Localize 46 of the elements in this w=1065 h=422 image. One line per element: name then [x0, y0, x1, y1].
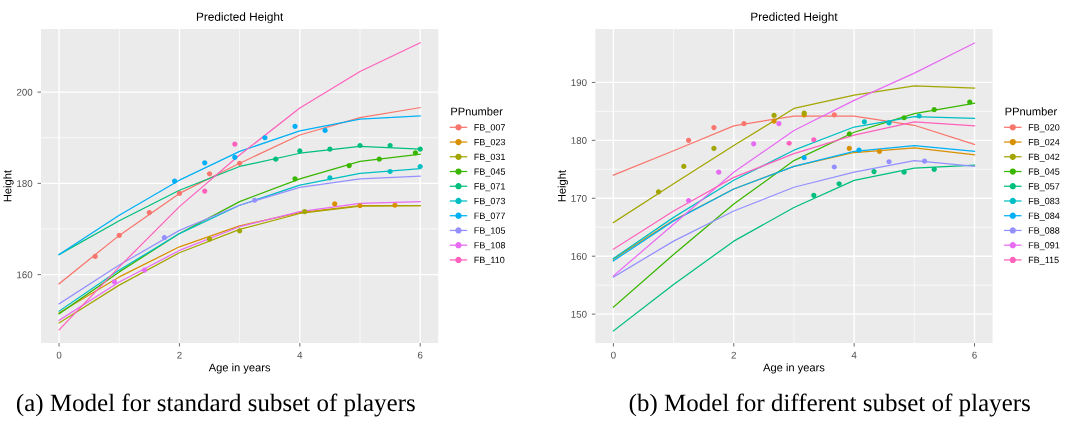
legend-label: FB_057 — [1028, 183, 1060, 192]
x-tick-label: 4 — [297, 351, 303, 359]
y-axis-title: Height — [3, 170, 14, 202]
legend-label: FB_115 — [1028, 256, 1059, 265]
text: (b) Model for different subset of players — [629, 393, 1030, 417]
legend-label: FB_110 — [474, 256, 505, 265]
chart-title: Predicted Height — [751, 12, 838, 24]
x-tick-label: 2 — [731, 351, 736, 359]
legend-title: PPnumber — [451, 107, 503, 116]
legend-label: FB_045 — [1028, 168, 1060, 177]
x-axis-title: Age in years — [763, 363, 825, 374]
y-tick-label: 150 — [571, 310, 587, 318]
y-tick-label: 180 — [17, 180, 33, 187]
y-tick-label: 200 — [16, 88, 33, 96]
legend-label: FB_073 — [474, 197, 506, 206]
legend-label: FB_023 — [474, 138, 506, 147]
legend-label: FB_105 — [474, 227, 506, 236]
y-tick-label: 190 — [571, 79, 587, 87]
legend-label: FB_045 — [474, 168, 506, 177]
legend-label: FB_091 — [1028, 242, 1060, 251]
legend-label: FB_088 — [1028, 227, 1060, 236]
x-axis-title: Age in years — [208, 363, 271, 374]
y-axis-title: Height — [557, 170, 568, 202]
legend-label: FB_071 — [474, 183, 505, 192]
legend-label: FB_077 — [474, 212, 505, 221]
legend-label: FB_024 — [1028, 138, 1060, 147]
legend-label: FB_020 — [1028, 124, 1060, 133]
legend-label: FB_108 — [474, 242, 506, 251]
legend-label: FB_031 — [474, 153, 505, 162]
x-tick-label: 4 — [851, 351, 857, 359]
x-tick-label: 6 — [972, 351, 977, 359]
legend-title: PPnumber — [1005, 107, 1057, 116]
legend-label: FB_042 — [1028, 153, 1060, 162]
x-tick-label: 0 — [56, 351, 62, 359]
y-tick-label: 160 — [17, 271, 33, 279]
x-tick-label: 2 — [177, 351, 182, 359]
legend-label: FB_083 — [1028, 197, 1060, 206]
x-tick-label: 0 — [611, 351, 616, 359]
y-tick-label: 170 — [571, 195, 587, 202]
legend-label: FB_007 — [474, 124, 505, 133]
text: (a) Model for standard subset of players — [16, 393, 415, 417]
x-tick-label: 6 — [417, 351, 423, 359]
y-tick-label: 160 — [571, 252, 587, 260]
y-tick-label: 180 — [571, 137, 587, 144]
chart-title: Predicted Height — [196, 12, 284, 24]
legend-label: FB_084 — [1028, 212, 1060, 221]
